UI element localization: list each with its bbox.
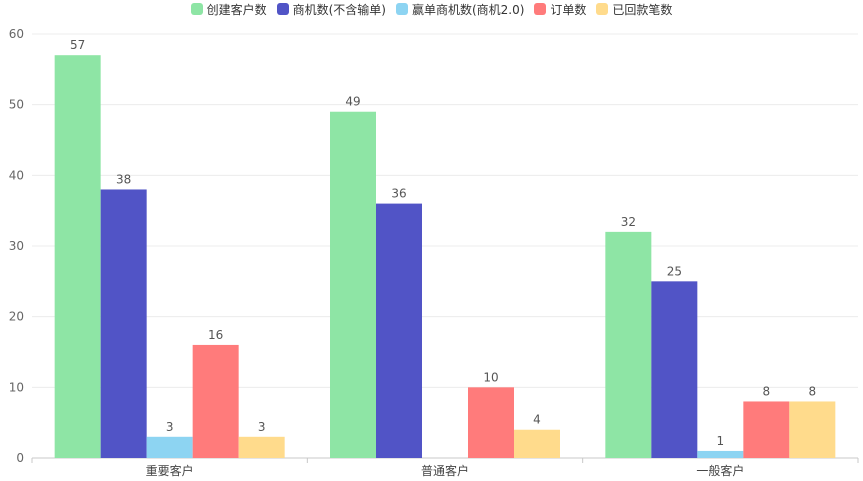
- bar: [54, 55, 101, 458]
- bar: [192, 344, 239, 458]
- bar-value-label: 57: [70, 38, 85, 52]
- bar: [651, 281, 698, 458]
- legend-label: 订单数: [550, 2, 587, 17]
- legend-label: 已回款笔数: [612, 2, 673, 17]
- bar-value-label: 8: [763, 384, 771, 398]
- bar: [789, 401, 836, 458]
- legend-item[interactable]: 商机数(不含输单): [276, 0, 386, 18]
- bar: [330, 111, 376, 458]
- y-tick-label: 0: [16, 451, 24, 465]
- legend-swatch: [276, 3, 289, 15]
- bar-value-label: 10: [483, 370, 498, 384]
- bar-value-label: 16: [208, 328, 223, 342]
- y-tick-label: 60: [9, 27, 24, 41]
- bar-value-label: 3: [166, 420, 174, 434]
- bar: [100, 189, 147, 458]
- bar: [605, 231, 652, 458]
- x-category-label: 普通客户: [421, 463, 469, 478]
- legend-swatch: [596, 3, 609, 15]
- y-tick-label: 30: [9, 239, 24, 253]
- bar-value-label: 3: [258, 420, 266, 434]
- y-tick-label: 40: [9, 168, 24, 182]
- bar: [146, 436, 193, 458]
- bar-value-label: 8: [809, 384, 817, 398]
- bar-value-label: 4: [533, 413, 541, 427]
- chart-legend: 创建客户数 商机数(不含输单) 赢单商机数(商机2.0) 订单数 已回款笔数: [0, 0, 863, 18]
- legend-item[interactable]: 订单数: [534, 0, 586, 18]
- bar-value-label: 32: [621, 215, 636, 229]
- y-tick-label: 50: [9, 98, 24, 112]
- bar-value-label: 25: [667, 264, 682, 278]
- x-category-label: 重要客户: [146, 463, 194, 478]
- legend-item[interactable]: 已回款笔数: [596, 0, 672, 18]
- y-tick-label: 10: [9, 380, 24, 394]
- y-tick-label: 20: [9, 310, 24, 324]
- bar: [697, 450, 744, 458]
- bar: [238, 436, 285, 458]
- legend-item[interactable]: 赢单商机数(商机2.0): [395, 0, 525, 18]
- bar: [743, 401, 790, 458]
- legend-swatch: [190, 3, 203, 15]
- legend-swatch: [395, 3, 408, 15]
- bar: [376, 203, 422, 458]
- bar-value-label: 38: [116, 172, 131, 186]
- legend-label: 赢单商机数(商机2.0): [411, 2, 525, 17]
- bar: [514, 429, 560, 458]
- legend-item[interactable]: 创建客户数: [190, 0, 267, 18]
- x-category-label: 一般客户: [696, 463, 744, 478]
- legend-label: 创建客户数: [206, 2, 267, 17]
- legend-label: 商机数(不含输单): [292, 2, 386, 17]
- bar-value-label: 36: [391, 187, 406, 201]
- bar: [468, 387, 514, 458]
- bar-value-label: 1: [717, 434, 725, 448]
- legend-swatch: [534, 3, 547, 15]
- bar-value-label: 49: [345, 95, 360, 109]
